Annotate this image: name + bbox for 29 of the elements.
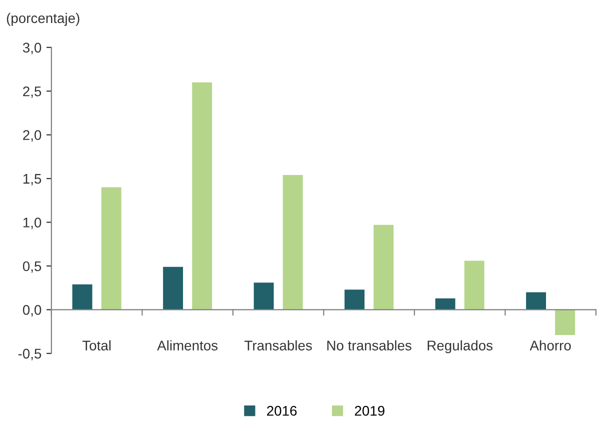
y-tick-label: 2,5 bbox=[23, 86, 42, 98]
y-tick-label: 1,0 bbox=[23, 218, 42, 230]
bar bbox=[282, 175, 303, 310]
x-tick-label: No transables bbox=[327, 340, 412, 350]
legend-label: 2016 bbox=[267, 406, 297, 416]
y-tick-label: 2,0 bbox=[23, 130, 42, 142]
bar bbox=[526, 292, 546, 310]
bar bbox=[464, 260, 484, 310]
bar bbox=[101, 187, 122, 310]
bar bbox=[254, 282, 274, 310]
y-tick-label: -0,5 bbox=[18, 348, 42, 360]
x-tick-label: Ahorro bbox=[530, 340, 571, 350]
bar bbox=[192, 82, 212, 310]
y-tick-label: 1,5 bbox=[23, 174, 42, 186]
y-tick-label: 0,0 bbox=[22, 305, 42, 317]
bar bbox=[374, 224, 394, 310]
x-tick-label: Transables bbox=[244, 340, 312, 350]
bar bbox=[435, 298, 456, 310]
x-tick-label: Regulados bbox=[428, 340, 493, 354]
y-tick-label: 3,0 bbox=[22, 42, 42, 54]
bar bbox=[72, 284, 92, 310]
y-tick-label: 0,5 bbox=[22, 261, 42, 273]
y-axis-title: (porcentaje) bbox=[6, 12, 80, 26]
bar bbox=[344, 290, 365, 310]
x-tick-label: Alimentos bbox=[157, 340, 218, 350]
x-tick-label: Total bbox=[82, 340, 111, 350]
legend-label: 2019 bbox=[354, 406, 384, 416]
bar bbox=[163, 266, 184, 310]
bar bbox=[555, 310, 576, 336]
